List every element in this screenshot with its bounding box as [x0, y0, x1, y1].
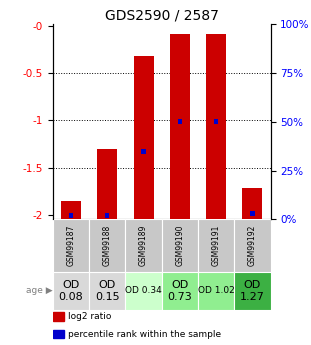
Bar	[53, 219, 89, 272]
Bar	[89, 272, 125, 310]
Bar	[125, 272, 162, 310]
Text: OD
0.15: OD 0.15	[95, 280, 120, 302]
Bar	[250, 211, 255, 216]
Text: OD
0.08: OD 0.08	[59, 280, 83, 302]
Bar	[53, 329, 64, 338]
Title: GDS2590 / 2587: GDS2590 / 2587	[105, 9, 219, 23]
Bar	[234, 219, 271, 272]
Text: age ▶: age ▶	[26, 286, 53, 295]
Text: log2 ratio: log2 ratio	[68, 312, 111, 321]
Bar	[243, 188, 262, 219]
Bar	[234, 272, 271, 310]
Bar	[198, 219, 234, 272]
Bar	[162, 219, 198, 272]
Text: GSM99192: GSM99192	[248, 225, 257, 266]
Bar	[97, 149, 117, 219]
Text: OD
0.73: OD 0.73	[168, 280, 192, 302]
Text: OD 0.34: OD 0.34	[125, 286, 162, 295]
Bar	[69, 213, 73, 218]
Bar	[61, 200, 81, 219]
Bar	[134, 56, 154, 219]
Bar	[89, 219, 125, 272]
Bar	[214, 119, 218, 124]
Text: GSM99188: GSM99188	[103, 225, 112, 266]
Bar	[53, 272, 89, 310]
Text: GSM99191: GSM99191	[212, 225, 220, 266]
Bar	[178, 119, 182, 124]
Text: GSM99187: GSM99187	[67, 225, 76, 266]
Bar	[206, 33, 226, 219]
Bar	[198, 272, 234, 310]
Text: OD
1.27: OD 1.27	[240, 280, 265, 302]
Bar	[170, 33, 190, 219]
Text: percentile rank within the sample: percentile rank within the sample	[68, 329, 221, 338]
Bar	[125, 219, 162, 272]
Bar	[162, 272, 198, 310]
Bar	[53, 312, 64, 321]
Text: OD 1.02: OD 1.02	[198, 286, 234, 295]
Bar	[142, 149, 146, 154]
Text: GSM99190: GSM99190	[175, 225, 184, 266]
Bar	[105, 213, 109, 218]
Text: GSM99189: GSM99189	[139, 225, 148, 266]
